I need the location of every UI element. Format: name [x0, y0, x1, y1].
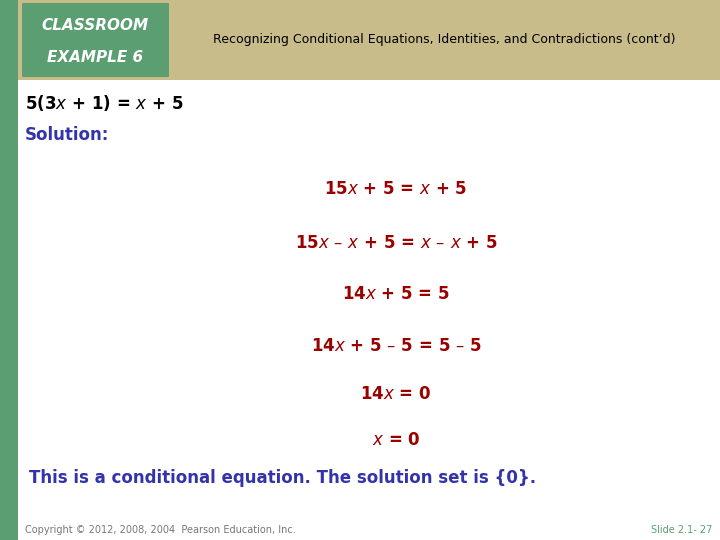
- Text: Recognizing Conditional Equations, Identities, and Contradictions (cont’d): Recognizing Conditional Equations, Ident…: [213, 33, 676, 46]
- Text: Solution:: Solution:: [25, 126, 109, 144]
- Text: This is a conditional equation. The solution set is {0}.: This is a conditional equation. The solu…: [29, 469, 536, 487]
- Text: $\mathit{x}$ = 0: $\mathit{x}$ = 0: [372, 431, 420, 449]
- Text: 14$\mathit{x}$ + 5 – 5 = 5 – 5: 14$\mathit{x}$ + 5 – 5 = 5 – 5: [310, 336, 482, 355]
- Text: 5(3$\it{x}$ + 1) = $\it{x}$ + 5: 5(3$\it{x}$ + 1) = $\it{x}$ + 5: [25, 93, 184, 113]
- Bar: [0, 0, 18, 540]
- Bar: [18, 0, 720, 80]
- Text: 14$\mathit{x}$ + 5 = 5: 14$\mathit{x}$ + 5 = 5: [342, 285, 450, 303]
- Text: 15$\mathit{x}$ – $\mathit{x}$ + 5 = $\mathit{x}$ – $\mathit{x}$ + 5: 15$\mathit{x}$ – $\mathit{x}$ + 5 = $\ma…: [294, 234, 498, 252]
- Bar: [22, 3, 169, 77]
- Text: 14$\mathit{x}$ = 0: 14$\mathit{x}$ = 0: [361, 385, 431, 403]
- Text: Copyright © 2012, 2008, 2004  Pearson Education, Inc.: Copyright © 2012, 2008, 2004 Pearson Edu…: [25, 525, 296, 535]
- Text: EXAMPLE 6: EXAMPLE 6: [48, 50, 143, 65]
- Text: Slide 2.1- 27: Slide 2.1- 27: [652, 525, 713, 535]
- Text: CLASSROOM: CLASSROOM: [42, 18, 149, 33]
- Text: 15$\mathit{x}$ + 5 = $\mathit{x}$ + 5: 15$\mathit{x}$ + 5 = $\mathit{x}$ + 5: [325, 180, 467, 198]
